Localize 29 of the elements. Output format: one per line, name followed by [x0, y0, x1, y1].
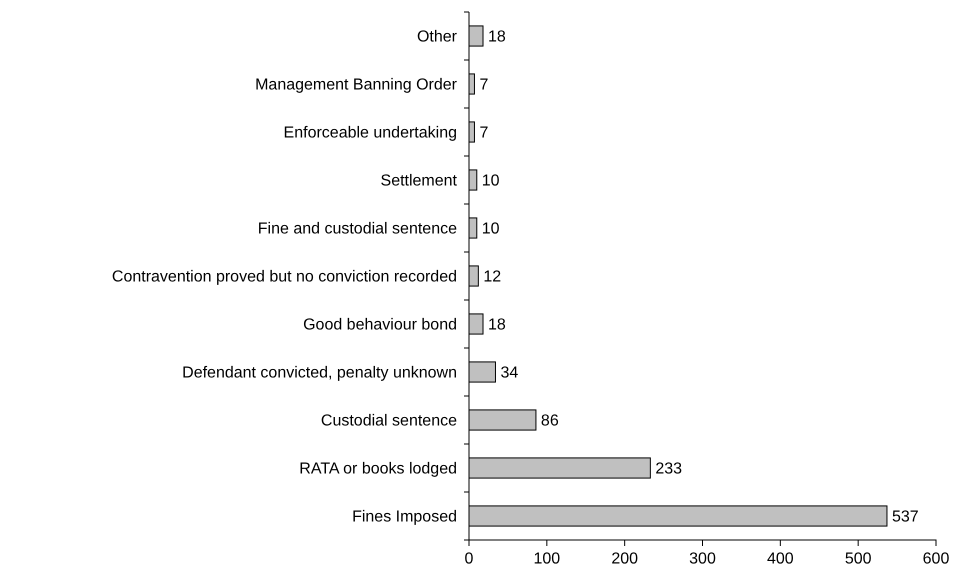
x-tick-label: 400	[766, 550, 794, 568]
data-label: 537	[892, 508, 919, 526]
y-tick-label: RATA or books lodged	[299, 460, 457, 478]
data-label: 10	[482, 172, 500, 190]
data-label: 7	[479, 76, 488, 94]
x-tick-label: 0	[464, 550, 474, 568]
y-tick-label: Fine and custodial sentence	[258, 220, 458, 238]
y-tick-label: Enforceable undertaking	[284, 124, 457, 142]
y-tick-label: Other	[416, 28, 458, 46]
y-tick-label: Settlement	[380, 172, 458, 190]
data-label: 10	[482, 220, 500, 238]
x-tick-label: 300	[689, 550, 716, 568]
data-label: 12	[483, 268, 502, 286]
y-tick-label: Fines Imposed	[352, 508, 457, 526]
data-label: 34	[500, 364, 518, 382]
x-tick-label: 500	[844, 550, 872, 568]
y-tick-label: Contravention proved but no conviction recorded	[112, 268, 457, 286]
y-tick-label: Defendant convicted, penalty unknown	[182, 364, 457, 382]
data-label: 18	[488, 316, 506, 334]
y-tick-label: Management Banning Order	[255, 76, 458, 94]
y-tick-label: Good behaviour bond	[303, 316, 457, 334]
data-label: 18	[488, 28, 506, 46]
x-tick-label: 600	[922, 550, 950, 568]
x-tick-label: 100	[533, 550, 560, 568]
x-tick-label: 200	[611, 550, 638, 568]
y-tick-label: Custodial sentence	[320, 412, 458, 430]
data-label: 7	[479, 124, 488, 142]
data-label: 86	[540, 412, 559, 430]
data-label: 233	[655, 460, 682, 478]
